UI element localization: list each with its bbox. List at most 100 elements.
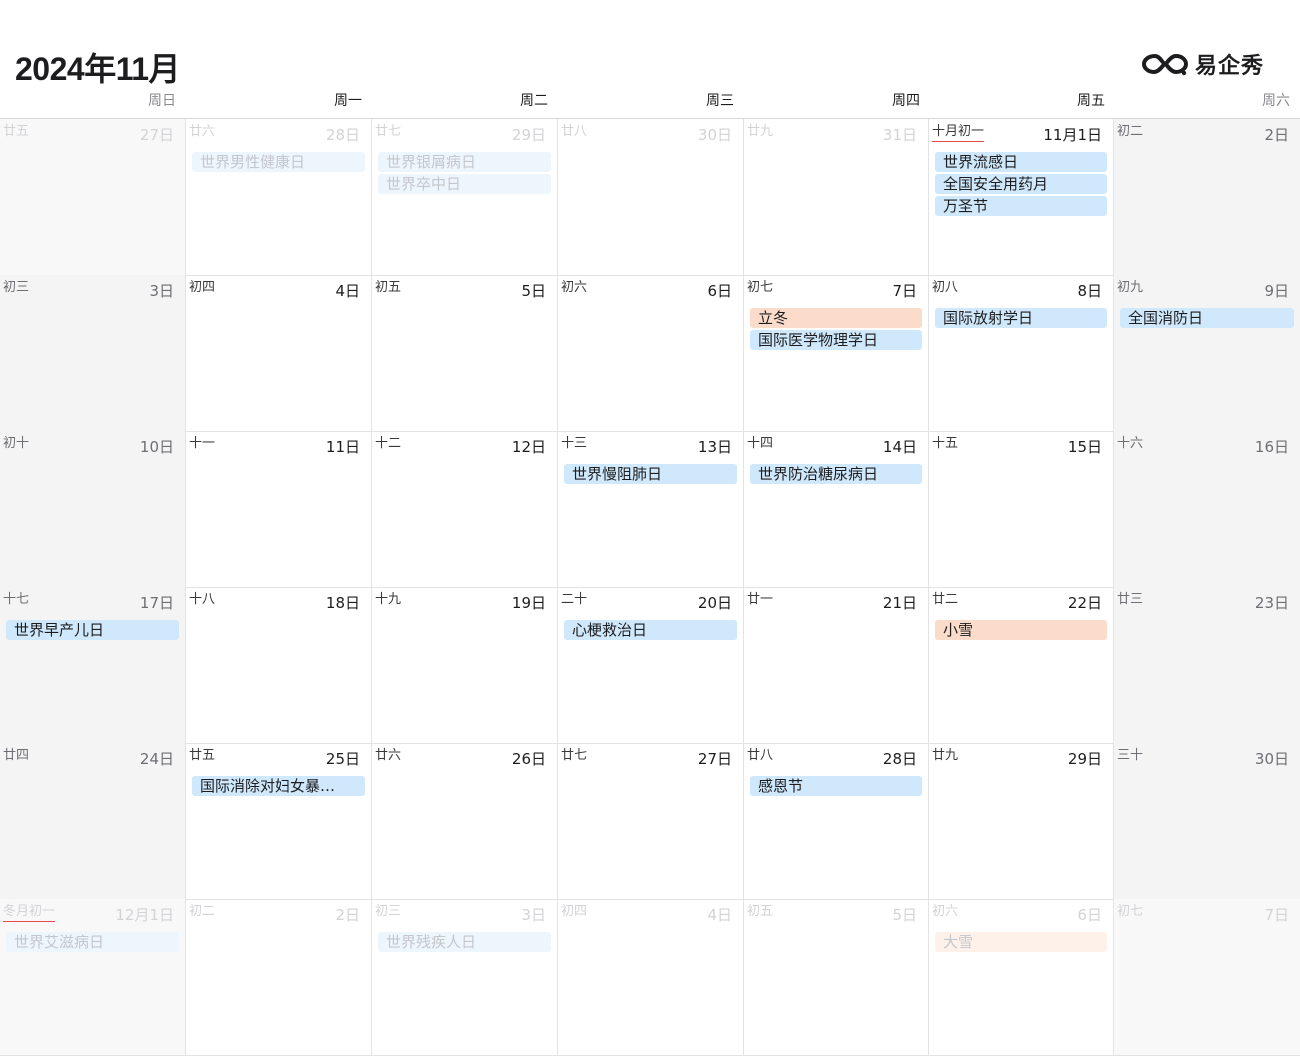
month-grid: 廿五 27日 廿六 28日 世界男性健康日 廿七 29日 世界银屑病日 世界卒中日 廿八 30日 廿九…: [0, 118, 1300, 1056]
day-cell[interactable]: 廿六 26日: [372, 743, 558, 899]
lunar-date: 廿五: [3, 124, 30, 139]
lunar-date: 廿八: [747, 748, 774, 763]
day-cell[interactable]: 初八 8日 国际放射学日: [929, 275, 1114, 431]
day-cell[interactable]: 初七 7日: [1114, 899, 1300, 1055]
day-number: 11月1日: [1043, 126, 1102, 144]
holiday-event[interactable]: 国际消除对妇女暴…: [192, 776, 365, 796]
day-cell[interactable]: 初四 4日: [186, 275, 372, 431]
weekday-thursday: 周四: [892, 93, 920, 109]
day-number: 9日: [1264, 282, 1289, 300]
lunar-date: 二十: [561, 592, 588, 607]
lunar-date: 十二: [375, 436, 402, 451]
day-number: 6日: [1077, 906, 1102, 924]
day-cell[interactable]: 初六 6日: [558, 275, 744, 431]
day-cell[interactable]: 初二 2日: [1114, 119, 1300, 275]
holiday-event[interactable]: 感恩节: [750, 776, 922, 796]
day-cell[interactable]: 十六 16日: [1114, 431, 1300, 587]
day-number: 24日: [139, 750, 174, 768]
day-cell[interactable]: 初四 4日: [558, 899, 744, 1055]
day-number: 2日: [335, 906, 360, 924]
lunar-date: 初二: [1117, 124, 1144, 139]
holiday-event[interactable]: 世界银屑病日: [378, 152, 551, 172]
holiday-event[interactable]: 全国安全用药月: [935, 174, 1107, 194]
lunar-date: 十八: [189, 592, 216, 607]
event-list: 国际放射学日: [935, 308, 1107, 330]
lunar-date: 初七: [747, 280, 774, 295]
day-cell[interactable]: 廿五 27日: [0, 119, 186, 275]
day-cell[interactable]: 廿七 29日 世界银屑病日 世界卒中日: [372, 119, 558, 275]
day-cell[interactable]: 廿三 23日: [1114, 587, 1300, 743]
day-cell[interactable]: 廿五 25日 国际消除对妇女暴…: [186, 743, 372, 899]
day-cell[interactable]: 初九 9日 全国消防日: [1114, 275, 1300, 431]
day-number: 6日: [707, 282, 732, 300]
lunar-date: 初六: [561, 280, 588, 295]
lunar-date: 十三: [561, 436, 588, 451]
lunar-date: 廿九: [747, 124, 774, 139]
holiday-event[interactable]: 世界男性健康日: [192, 152, 365, 172]
solar-term-event[interactable]: 立冬: [750, 308, 922, 328]
holiday-event[interactable]: 世界残疾人日: [378, 932, 551, 952]
day-cell[interactable]: 十三 13日 世界慢阻肺日: [558, 431, 744, 587]
day-cell[interactable]: 初五 5日: [744, 899, 929, 1055]
day-cell[interactable]: 廿六 28日 世界男性健康日: [186, 119, 372, 275]
holiday-event[interactable]: 心梗救治日: [564, 620, 737, 640]
lunar-date: 廿八: [561, 124, 588, 139]
lunar-date: 初十: [3, 436, 30, 451]
day-cell[interactable]: 初六 6日 大雪: [929, 899, 1114, 1055]
solar-term-event[interactable]: 大雪: [935, 932, 1107, 952]
day-cell[interactable]: 初五 5日: [372, 275, 558, 431]
day-number: 7日: [892, 282, 917, 300]
day-cell[interactable]: 初二 2日: [186, 899, 372, 1055]
day-cell[interactable]: 廿九 29日: [929, 743, 1114, 899]
day-number: 2日: [1264, 126, 1289, 144]
holiday-event[interactable]: 国际医学物理学日: [750, 330, 922, 350]
holiday-event[interactable]: 全国消防日: [1120, 308, 1294, 328]
holiday-event[interactable]: 世界流感日: [935, 152, 1107, 172]
holiday-event[interactable]: 万圣节: [935, 196, 1107, 216]
day-cell[interactable]: 廿一 21日: [744, 587, 929, 743]
day-number: 31日: [882, 126, 917, 144]
day-cell[interactable]: 三十 30日: [1114, 743, 1300, 899]
week-row: 廿四 24日 廿五 25日 国际消除对妇女暴… 廿六 26日 廿七 27日 廿八 28日 感恩节 廿九 2…: [0, 743, 1300, 900]
holiday-event[interactable]: 世界艾滋病日: [6, 932, 179, 952]
day-cell[interactable]: 十九 19日: [372, 587, 558, 743]
lunar-date: 十七: [3, 592, 30, 607]
event-list: 世界男性健康日: [192, 152, 365, 174]
event-list: 全国消防日: [1120, 308, 1294, 330]
day-cell[interactable]: 初十 10日: [0, 431, 186, 587]
day-cell[interactable]: 廿二 22日 小雪: [929, 587, 1114, 743]
lunar-date: 廿四: [3, 748, 30, 763]
holiday-event[interactable]: 国际放射学日: [935, 308, 1107, 328]
day-number: 14日: [882, 438, 917, 456]
brand[interactable]: 易企秀: [1141, 48, 1264, 80]
day-cell[interactable]: 初三 3日: [0, 275, 186, 431]
day-cell[interactable]: 十四 14日 世界防治糖尿病日: [744, 431, 929, 587]
day-cell[interactable]: 二十 20日 心梗救治日: [558, 587, 744, 743]
day-cell[interactable]: 十二 12日: [372, 431, 558, 587]
day-cell[interactable]: 廿七 27日: [558, 743, 744, 899]
day-cell[interactable]: 冬月初一 12月1日 世界艾滋病日: [0, 899, 186, 1055]
day-number: 5日: [892, 906, 917, 924]
day-cell[interactable]: 十五 15日: [929, 431, 1114, 587]
day-number: 17日: [139, 594, 174, 612]
holiday-event[interactable]: 世界防治糖尿病日: [750, 464, 922, 484]
holiday-event[interactable]: 世界早产儿日: [6, 620, 179, 640]
day-number: 10日: [139, 438, 174, 456]
lunar-date: 廿一: [747, 592, 774, 607]
day-cell[interactable]: 十七 17日世界早产儿日: [0, 587, 186, 743]
holiday-event[interactable]: 世界卒中日: [378, 174, 551, 194]
day-cell[interactable]: 廿八 30日: [558, 119, 744, 275]
day-cell[interactable]: 十月初一 11月1日 世界流感日 全国安全用药月 万圣节: [929, 119, 1114, 275]
day-cell[interactable]: 十八 18日: [186, 587, 372, 743]
day-cell[interactable]: 廿九 31日: [744, 119, 929, 275]
day-cell[interactable]: 初七 7日立冬 国际医学物理学日: [744, 275, 929, 431]
solar-term-event[interactable]: 小雪: [935, 620, 1107, 640]
lunar-date: 初三: [3, 280, 30, 295]
day-cell[interactable]: 初三 3日 世界残疾人日: [372, 899, 558, 1055]
lunar-date: 廿六: [189, 124, 216, 139]
day-cell[interactable]: 廿八 28日 感恩节: [744, 743, 929, 899]
day-cell[interactable]: 廿四 24日: [0, 743, 186, 899]
holiday-event[interactable]: 世界慢阻肺日: [564, 464, 737, 484]
day-cell[interactable]: 十一 11日: [186, 431, 372, 587]
